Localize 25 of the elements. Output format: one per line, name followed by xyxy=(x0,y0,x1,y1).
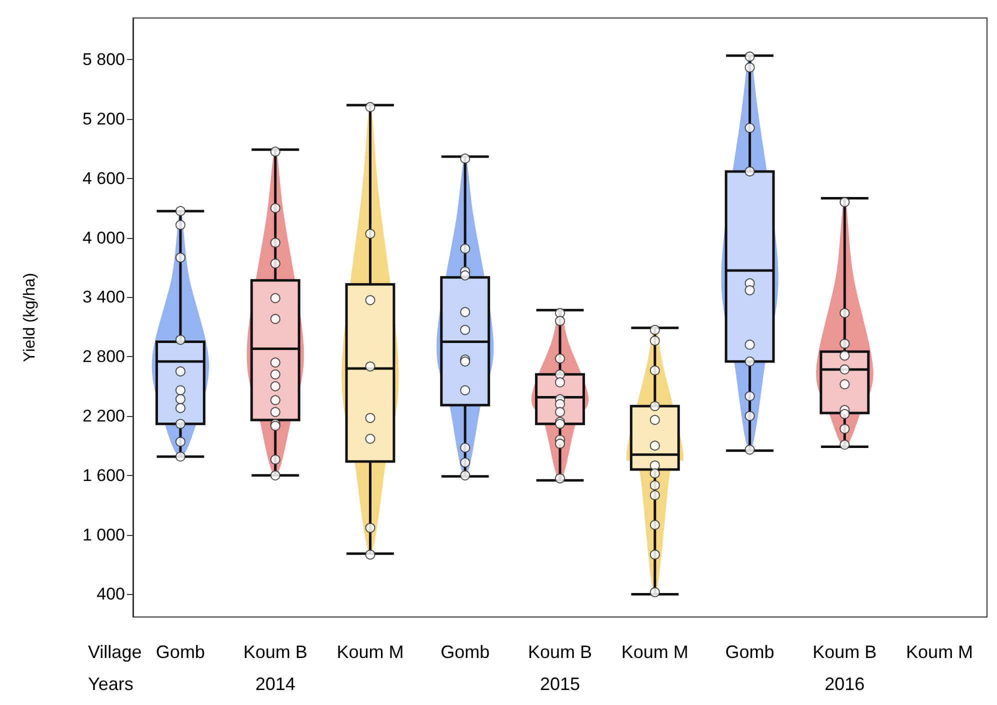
y-tick-label: 2 800 xyxy=(82,347,125,366)
text: 2016 xyxy=(824,674,865,694)
x-tick-label: Koum B xyxy=(243,642,308,662)
x-tick-label: Gomb xyxy=(156,642,205,662)
y-axis-title: Yield (kg/ha) xyxy=(22,272,38,362)
y-tick-label: 3 400 xyxy=(82,288,125,307)
y-tick-label: 2 200 xyxy=(82,406,125,426)
y-tick-label: 1 000 xyxy=(82,525,125,544)
y-tick-label: 400 xyxy=(96,584,125,604)
y-tick-label: 5 800 xyxy=(82,50,125,70)
y-tick-label: 1 600 xyxy=(82,466,125,485)
y-tick-label: 5 200 xyxy=(82,109,125,128)
text: Village xyxy=(88,642,142,662)
x-tick-label: Koum B xyxy=(812,642,877,662)
x-tick-label: Koum M xyxy=(621,642,688,662)
x-tick-label: Gomb xyxy=(440,642,490,662)
x-tick-label: Gomb xyxy=(725,642,774,662)
x-tick-label: Koum M xyxy=(336,642,404,662)
y-tick-label: 4 600 xyxy=(82,168,125,188)
x-tick-label: Koum B xyxy=(528,642,592,662)
x-tick-label: Koum M xyxy=(906,642,974,662)
y-tick-label: 4 000 xyxy=(82,228,125,248)
text: 2015 xyxy=(540,674,580,694)
text: 2014 xyxy=(255,674,296,694)
text: Years xyxy=(88,674,134,694)
